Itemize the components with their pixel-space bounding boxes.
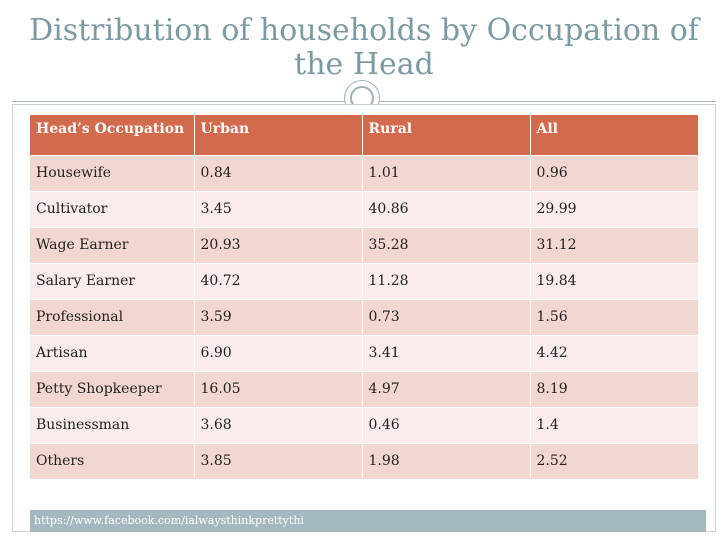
- cell-urban: 3.68: [194, 406, 363, 443]
- cell-urban: 3.59: [194, 298, 363, 335]
- cell-rural: 35.28: [362, 226, 531, 263]
- cell-rural: 4.97: [362, 370, 531, 407]
- cell-occupation: Others: [30, 442, 195, 479]
- cell-urban: 20.93: [194, 226, 363, 263]
- header-occupation: Head’s Occupation: [30, 115, 195, 155]
- cell-rural: 1.98: [362, 442, 531, 479]
- cell-occupation: Cultivator: [30, 190, 195, 227]
- table-row: Cultivator 3.45 40.86 29.99: [30, 190, 699, 227]
- cell-all: 29.99: [530, 190, 699, 227]
- footer-url-link[interactable]: https://www.facebook.com/ialwaysthinkpre…: [34, 514, 304, 527]
- header-rural: Rural: [362, 115, 531, 155]
- cell-urban: 3.85: [194, 442, 363, 479]
- cell-rural: 0.46: [362, 406, 531, 443]
- cell-all: 4.42: [530, 334, 699, 371]
- header-urban: Urban: [194, 115, 363, 155]
- cell-all: 0.96: [530, 154, 699, 191]
- cell-rural: 0.73: [362, 298, 531, 335]
- table-row: Businessman 3.68 0.46 1.4: [30, 406, 699, 443]
- cell-rural: 3.41: [362, 334, 531, 371]
- table-header-row: Head’s Occupation Urban Rural All: [30, 115, 699, 155]
- cell-rural: 1.01: [362, 154, 531, 191]
- cell-occupation: Housewife: [30, 154, 195, 191]
- occupation-table: Head’s Occupation Urban Rural All Housew…: [30, 115, 699, 479]
- cell-urban: 16.05: [194, 370, 363, 407]
- cell-urban: 3.45: [194, 190, 363, 227]
- cell-occupation: Wage Earner: [30, 226, 195, 263]
- cell-urban: 0.84: [194, 154, 363, 191]
- table-row: Professional 3.59 0.73 1.56: [30, 298, 699, 335]
- cell-all: 31.12: [530, 226, 699, 263]
- cell-urban: 40.72: [194, 262, 363, 299]
- cell-all: 19.84: [530, 262, 699, 299]
- cell-all: 8.19: [530, 370, 699, 407]
- cell-all: 1.56: [530, 298, 699, 335]
- table-row: Housewife 0.84 1.01 0.96: [30, 154, 699, 191]
- cell-rural: 11.28: [362, 262, 531, 299]
- table-row: Artisan 6.90 3.41 4.42: [30, 334, 699, 371]
- cell-occupation: Salary Earner: [30, 262, 195, 299]
- cell-occupation: Businessman: [30, 406, 195, 443]
- slide-title: Distribution of households by Occupation…: [29, 13, 699, 82]
- cell-occupation: Petty Shopkeeper: [30, 370, 195, 407]
- table-row: Others 3.85 1.98 2.52: [30, 442, 699, 479]
- cell-all: 2.52: [530, 442, 699, 479]
- cell-occupation: Professional: [30, 298, 195, 335]
- table-row: Salary Earner 40.72 11.28 19.84: [30, 262, 699, 299]
- cell-all: 1.4: [530, 406, 699, 443]
- cell-occupation: Artisan: [30, 334, 195, 371]
- cell-rural: 40.86: [362, 190, 531, 227]
- table-row: Petty Shopkeeper 16.05 4.97 8.19: [30, 370, 699, 407]
- footer-bar: https://www.facebook.com/ialwaysthinkpre…: [30, 510, 706, 532]
- table-row: Wage Earner 20.93 35.28 31.12: [30, 226, 699, 263]
- cell-urban: 6.90: [194, 334, 363, 371]
- header-all: All: [530, 115, 699, 155]
